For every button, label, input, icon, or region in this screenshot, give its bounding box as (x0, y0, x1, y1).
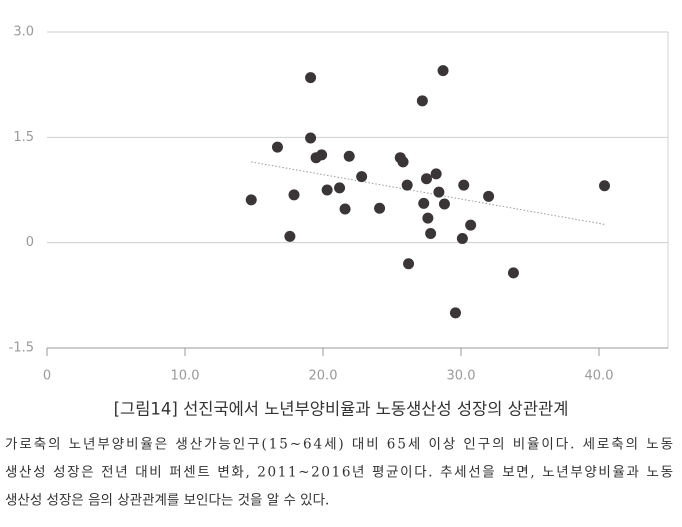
point (437, 65, 449, 77)
point (305, 132, 317, 144)
point (422, 212, 434, 224)
point (397, 156, 409, 168)
point (483, 190, 495, 202)
point (288, 189, 300, 201)
point (449, 307, 461, 319)
point (401, 179, 413, 191)
point (416, 95, 428, 107)
trend-line (251, 161, 605, 225)
point (507, 267, 519, 279)
point (284, 230, 296, 242)
point (465, 219, 477, 231)
point (458, 179, 470, 191)
point (599, 180, 611, 192)
point (356, 171, 368, 183)
y-tick-label: 3.0 (13, 25, 34, 40)
point (425, 228, 437, 240)
chart-title: [그림14] 선진국에서 노년부양비율과 노동생산성 성장의 상관관계 (114, 400, 569, 419)
point (433, 186, 445, 198)
x-tick-label: 30.0 (447, 369, 476, 384)
point (438, 198, 450, 210)
point (245, 194, 257, 206)
point (430, 168, 442, 180)
point (418, 197, 430, 209)
x-tick-label: 10.0 (171, 369, 200, 384)
y-tick-label: -1.5 (9, 341, 34, 356)
x-tick-label: 20.0 (309, 369, 338, 384)
x-tick-label: 40.0 (585, 369, 614, 384)
point (374, 202, 386, 214)
point (339, 203, 351, 215)
point (343, 150, 355, 162)
point (321, 184, 333, 196)
y-tick-label: 1.5 (13, 130, 34, 145)
x-tick-label: 0 (43, 369, 51, 384)
point (271, 141, 283, 153)
point (403, 258, 415, 270)
point (421, 173, 432, 185)
point (456, 232, 468, 244)
point (305, 72, 317, 84)
caption-line: 생산성 성장은 전년 대비 퍼센트 변화, 2011~2016년 평균이다. 추… (5, 465, 673, 481)
caption-line: 생산성 성장은 음의 상관관계를 보인다는 것을 알 수 있다. (5, 493, 329, 509)
y-tick-label: 0 (26, 235, 34, 250)
point (334, 182, 346, 194)
caption-line: 가로축의 노년부양비율은 생산가능인구(15~64세) 대비 65세 이상 인구… (5, 437, 673, 453)
point (316, 149, 328, 161)
